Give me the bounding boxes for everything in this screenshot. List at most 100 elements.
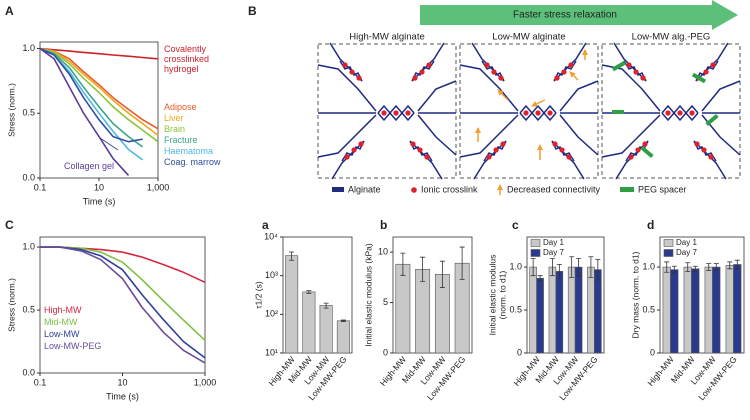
- error-bar: [727, 261, 733, 270]
- connectivity-arrows: [475, 49, 588, 160]
- legend-swatch: [620, 187, 634, 192]
- y-tick-label: 10¹: [265, 347, 278, 357]
- legend-swatch: [530, 239, 541, 247]
- y-tick-label: 10³: [265, 270, 278, 280]
- y-tick-label: 1.0: [22, 241, 35, 251]
- legend-label: Day 1: [543, 238, 564, 247]
- legend-label: Alginate: [348, 184, 381, 194]
- legend-swatch: [663, 239, 674, 247]
- panel-letter: a: [262, 218, 269, 232]
- error-bar: [569, 256, 575, 278]
- y-axis-label: Initial elastic modulus: [487, 255, 497, 336]
- legend-swatch: [411, 187, 417, 193]
- error-bar: [549, 258, 555, 277]
- bar: [683, 266, 692, 354]
- legend-swatch: [332, 187, 344, 192]
- y-tick-label: 0.5: [22, 108, 35, 118]
- bar: [670, 269, 679, 354]
- panel-letter: c: [512, 218, 519, 232]
- y-tick-label: 0.5: [22, 304, 35, 314]
- error-bar: [420, 256, 426, 282]
- panel-letter: b: [380, 218, 387, 232]
- legend-label: High-MW: [44, 305, 82, 315]
- line: [40, 246, 206, 364]
- x-tick-label: 10: [94, 182, 104, 192]
- plot-frame: [526, 236, 605, 354]
- y-axis-label: Stress (norm.): [6, 83, 16, 137]
- legend-label: Day 7: [543, 248, 564, 257]
- bar: [536, 277, 544, 354]
- label-box: Haematoma: [164, 146, 214, 156]
- legend-label: Adipose: [164, 102, 197, 112]
- legend-label: Day 7: [676, 248, 697, 257]
- error-bar: [400, 252, 406, 276]
- peg-spacers: [611, 60, 719, 159]
- bar: [712, 266, 721, 354]
- line: [39, 47, 159, 143]
- label-box: Brain: [164, 124, 186, 134]
- line: [39, 47, 159, 136]
- label-box: Low-MW: [44, 329, 80, 339]
- bar: [285, 255, 299, 354]
- network: [317, 42, 457, 180]
- box-title: Low-MW alg.-PEG: [632, 32, 711, 43]
- error-bar: [556, 264, 562, 279]
- y-axis-label: Dry mass (norm. to d1): [630, 251, 640, 338]
- legend-label: Low-MW: [44, 329, 80, 339]
- error-bar: [530, 258, 536, 277]
- label-box: Liver: [164, 113, 184, 123]
- label-box: Collagen gel: [64, 161, 115, 171]
- y-tick-label: 1.0: [509, 261, 522, 271]
- error-bar: [685, 262, 691, 272]
- y-tick-label: 0.0: [22, 367, 35, 377]
- bar: [555, 271, 564, 354]
- y-axis-label: Initial elastic modulus (kPa): [363, 243, 373, 347]
- x-tick-label: 1,000: [194, 377, 217, 387]
- bar: [574, 266, 583, 354]
- legend-label: Decreased connectivity: [507, 184, 601, 194]
- y-tick-label: 0.5: [642, 304, 655, 314]
- plot-frame: [282, 236, 353, 354]
- label-box: Adipose: [164, 102, 197, 112]
- y-axis-label: (norm. to d1): [497, 271, 507, 320]
- y-tick-label: 0.0: [22, 172, 35, 182]
- panel-letter: C: [5, 218, 14, 232]
- error-bar: [664, 261, 670, 273]
- legend-label: Collagen gel: [64, 161, 115, 171]
- legend-label: Haematoma: [164, 146, 214, 156]
- bar: [587, 266, 595, 354]
- error-bar: [734, 259, 740, 270]
- box: [459, 43, 599, 179]
- label-box: Covalently crosslinked hydrogel: [164, 44, 209, 74]
- legend-label: Liver: [164, 113, 184, 123]
- error-bar: [671, 265, 677, 274]
- label-box: Coag. marrow: [164, 157, 221, 167]
- y-axis-label: τ1/2 (s): [253, 281, 263, 309]
- error-bar: [576, 258, 582, 277]
- x-axis-label: Time (s): [106, 391, 139, 401]
- plot-frame: [659, 236, 745, 354]
- label-box: Fracture: [164, 135, 198, 145]
- bar: [704, 266, 713, 354]
- bar: [548, 266, 557, 354]
- line: [39, 47, 144, 148]
- bar: [662, 266, 671, 354]
- bar: [691, 268, 700, 354]
- label-box: High-MW: [44, 305, 82, 315]
- error-bar: [595, 258, 601, 281]
- error-bar: [692, 265, 698, 272]
- panel-letter: d: [647, 218, 654, 232]
- legend-label: Day 1: [676, 238, 697, 247]
- error-bar: [459, 246, 465, 280]
- x-tick-label: 1,000: [147, 182, 170, 192]
- legend-label: Brain: [164, 124, 186, 134]
- plot-frame: [392, 236, 473, 354]
- network: [459, 42, 599, 180]
- line: [39, 47, 159, 60]
- error-bar: [289, 251, 295, 261]
- error-bar: [588, 256, 594, 278]
- arrow-label: Faster stress relaxation: [513, 10, 617, 21]
- label-pointer: [99, 137, 119, 151]
- label-box: Mid-MW: [44, 317, 78, 327]
